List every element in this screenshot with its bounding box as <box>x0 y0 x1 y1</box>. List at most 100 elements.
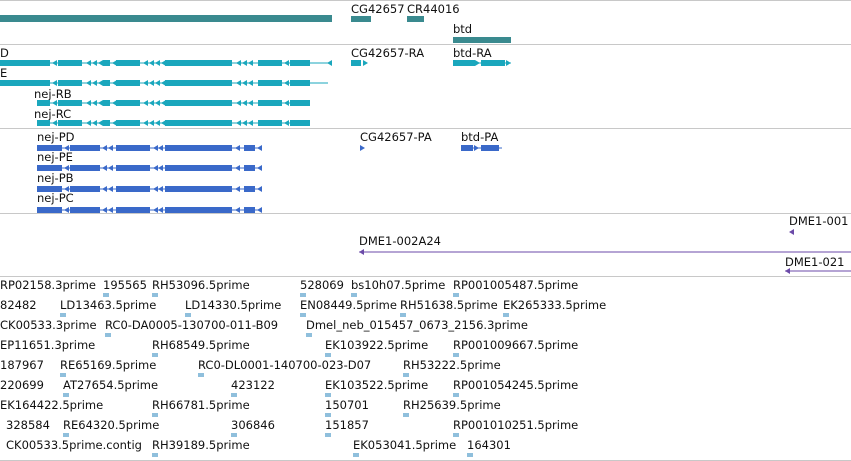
transcript-nej-rd-exon[interactable] <box>103 60 110 66</box>
protein-nej-1-chevron[interactable] <box>158 165 163 171</box>
protein-nej-1-exon[interactable] <box>244 165 255 171</box>
transcript-nej-rc-chevron[interactable] <box>149 120 154 126</box>
transcript-nej-rc-chevron[interactable] <box>143 120 148 126</box>
protein-nej-0-chevron[interactable] <box>108 145 113 151</box>
protein-nej-2-chevron[interactable] <box>235 186 240 192</box>
est-feature[interactable] <box>403 413 409 417</box>
protein-nej-3-chevron[interactable] <box>158 207 163 213</box>
protein-nej-0-chevron[interactable] <box>158 145 163 151</box>
transcript-nej-rb-chevron[interactable] <box>92 100 97 106</box>
transcript-nej-rd-exon[interactable] <box>116 60 140 66</box>
est-feature[interactable] <box>152 453 158 457</box>
est-feature[interactable] <box>105 333 111 337</box>
protein-nej-1-chevron[interactable] <box>235 165 240 171</box>
est-feature[interactable] <box>198 373 204 377</box>
est-feature[interactable] <box>403 373 409 377</box>
transcript-nej-re-chevron[interactable] <box>236 80 241 86</box>
transcript-nej-re-chevron[interactable] <box>143 80 148 86</box>
transcript-nej-rb-chevron[interactable] <box>70 100 75 106</box>
transcript-nej-rc-chevron[interactable] <box>248 120 253 126</box>
est-feature[interactable] <box>306 333 312 337</box>
est-feature[interactable] <box>152 413 158 417</box>
transcript-nej-re-exon[interactable] <box>103 80 110 86</box>
transcript-nej-rb-chevron[interactable] <box>155 100 160 106</box>
transcript-nej-rd-chevron[interactable] <box>248 60 253 66</box>
est-feature[interactable] <box>453 353 459 357</box>
protein-nej-0-chevron[interactable] <box>102 145 107 151</box>
transcript-nej-re-exon[interactable] <box>258 80 282 86</box>
transcript-nej-rd-exon[interactable] <box>258 60 282 66</box>
est-feature[interactable] <box>325 353 331 357</box>
est-feature[interactable] <box>325 413 331 417</box>
est-feature[interactable] <box>300 313 306 317</box>
transcript-nej-rd-exon[interactable] <box>0 60 50 66</box>
transcript-nej-rc-chevron[interactable] <box>236 120 241 126</box>
transcript-nej-re-chevron[interactable] <box>92 80 97 86</box>
protein-nej-2-exon[interactable] <box>165 186 232 192</box>
transcript-nej-rb-chevron[interactable] <box>248 100 253 106</box>
protein-nej-2-exon[interactable] <box>116 186 150 192</box>
protein-nej-3-exon[interactable] <box>70 207 100 213</box>
transcript-nej-re-chevron[interactable] <box>112 80 117 86</box>
est-feature[interactable] <box>152 353 158 357</box>
transcript-nej-re-exon[interactable] <box>116 80 140 86</box>
transcript-btd-ra-end[interactable] <box>506 60 511 66</box>
est-feature[interactable] <box>60 313 66 317</box>
transcript-nej-re-exon[interactable] <box>0 80 50 86</box>
protein-nej-1-chevron[interactable] <box>153 165 158 171</box>
protein-nej-2-chevron[interactable] <box>158 186 163 192</box>
protein-nej-3-exon[interactable] <box>116 207 150 213</box>
gene-feature-btd[interactable] <box>453 37 511 43</box>
protein-nej-0-exon[interactable] <box>70 145 100 151</box>
alignment-dme1-001[interactable] <box>789 229 794 235</box>
transcript-nej-rb-chevron[interactable] <box>161 100 166 106</box>
protein-nej-1-exon[interactable] <box>116 165 150 171</box>
protein-nej-2-chevron[interactable] <box>153 186 158 192</box>
protein-btd-pa-exon[interactable] <box>481 145 499 151</box>
protein-nej-2-exon[interactable] <box>37 186 62 192</box>
transcript-nej-rd-chevron[interactable] <box>236 60 241 66</box>
transcript-nej-rb-exon[interactable] <box>103 100 110 106</box>
transcript-nej-rc-exon[interactable] <box>116 120 140 126</box>
transcript-nej-rb-chevron[interactable] <box>236 100 241 106</box>
protein-nej-2-chevron[interactable] <box>108 186 113 192</box>
protein-nej-3-chevron[interactable] <box>235 207 240 213</box>
protein-nej-1-chevron[interactable] <box>64 165 69 171</box>
transcript-nej-rc-exon[interactable] <box>290 120 310 126</box>
protein-nej-3-chevron[interactable] <box>102 207 107 213</box>
transcript-nej-rc-exon[interactable] <box>103 120 110 126</box>
transcript-nej-rb-exon[interactable] <box>165 100 232 106</box>
transcript-nej-re-exon[interactable] <box>290 80 310 86</box>
protein-nej-0-exon[interactable] <box>37 145 62 151</box>
est-feature[interactable] <box>400 313 406 317</box>
protein-nej-2-chevron[interactable] <box>257 186 262 192</box>
protein-nej-3-chevron[interactable] <box>257 207 262 213</box>
est-feature[interactable] <box>185 313 191 317</box>
protein-cg42657-pa[interactable] <box>360 145 365 151</box>
transcript-nej-re-chevron[interactable] <box>248 80 253 86</box>
protein-nej-3-exon[interactable] <box>244 207 255 213</box>
protein-nej-0-exon[interactable] <box>116 145 150 151</box>
protein-nej-3-chevron[interactable] <box>153 207 158 213</box>
protein-nej-1-chevron[interactable] <box>108 165 113 171</box>
est-feature[interactable] <box>503 313 509 317</box>
transcript-nej-rd-chevron[interactable] <box>98 60 103 66</box>
transcript-btd-ra-exon[interactable] <box>481 60 505 66</box>
protein-nej-0-exon[interactable] <box>244 145 255 151</box>
transcript-nej-rc-chevron[interactable] <box>86 120 91 126</box>
transcript-nej-rd-chevron[interactable] <box>149 60 154 66</box>
transcript-nej-rc-chevron[interactable] <box>92 120 97 126</box>
transcript-nej-rd-chevron[interactable] <box>143 60 148 66</box>
transcript-nej-rc-chevron[interactable] <box>242 120 247 126</box>
protein-nej-0-chevron[interactable] <box>64 145 69 151</box>
transcript-nej-rd-exon[interactable] <box>290 60 310 66</box>
est-feature[interactable] <box>103 293 109 297</box>
protein-nej-3-chevron[interactable] <box>64 207 69 213</box>
gene-feature-cg42657[interactable] <box>351 16 371 22</box>
protein-nej-3-chevron[interactable] <box>108 207 113 213</box>
transcript-nej-rb-chevron[interactable] <box>149 100 154 106</box>
transcript-nej-rd-chevron[interactable] <box>155 60 160 66</box>
transcript-nej-rb-chevron[interactable] <box>143 100 148 106</box>
est-feature[interactable] <box>152 293 158 297</box>
transcript-nej-rc-exon[interactable] <box>258 120 282 126</box>
